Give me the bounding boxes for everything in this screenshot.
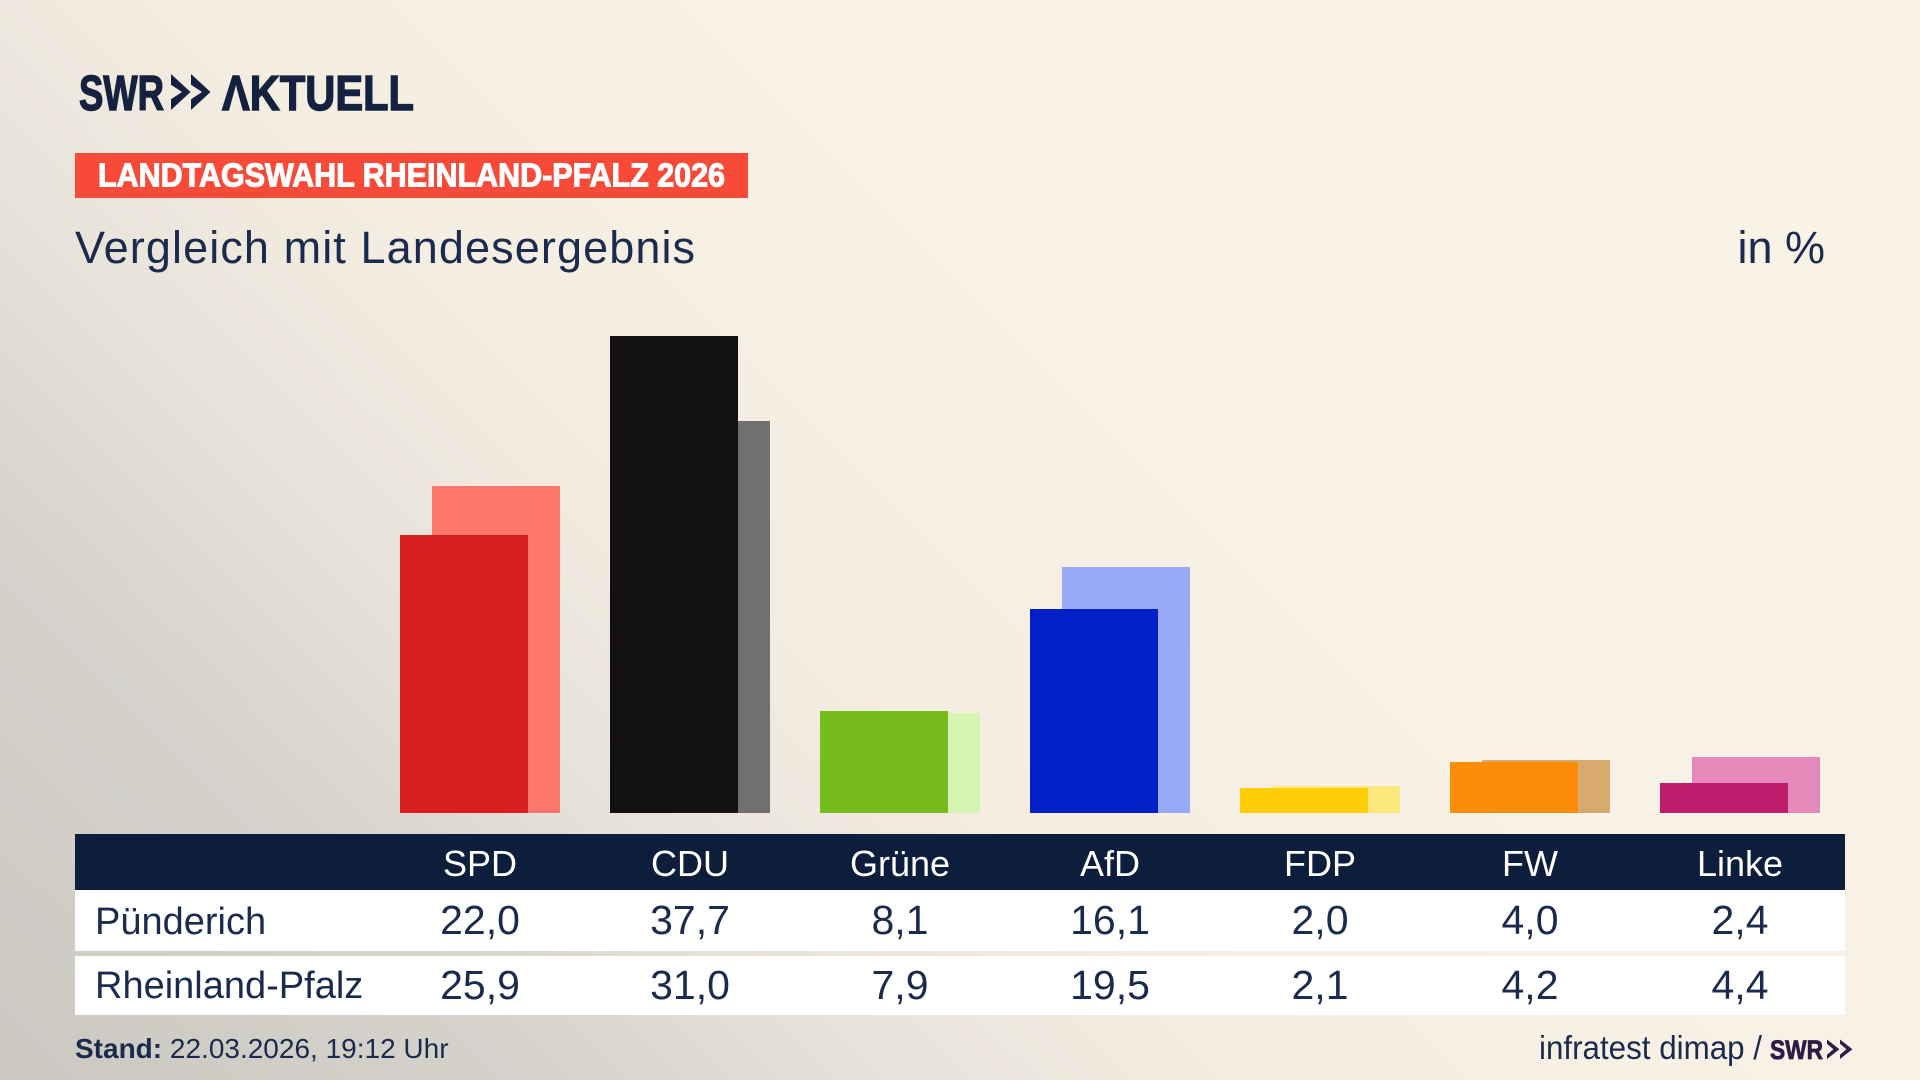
svg-text:SWR: SWR (79, 74, 164, 116)
svg-text:LANDTAGSWAHL RHEINLAND-PFALZ 2: LANDTAGSWAHL RHEINLAND-PFALZ 2026 (98, 157, 725, 194)
svg-text:infratest dimap /: infratest dimap / (1539, 1032, 1763, 1066)
svg-text:ΛKTUELL: ΛKTUELL (222, 74, 414, 116)
svg-text:SWR: SWR (1770, 1035, 1823, 1065)
